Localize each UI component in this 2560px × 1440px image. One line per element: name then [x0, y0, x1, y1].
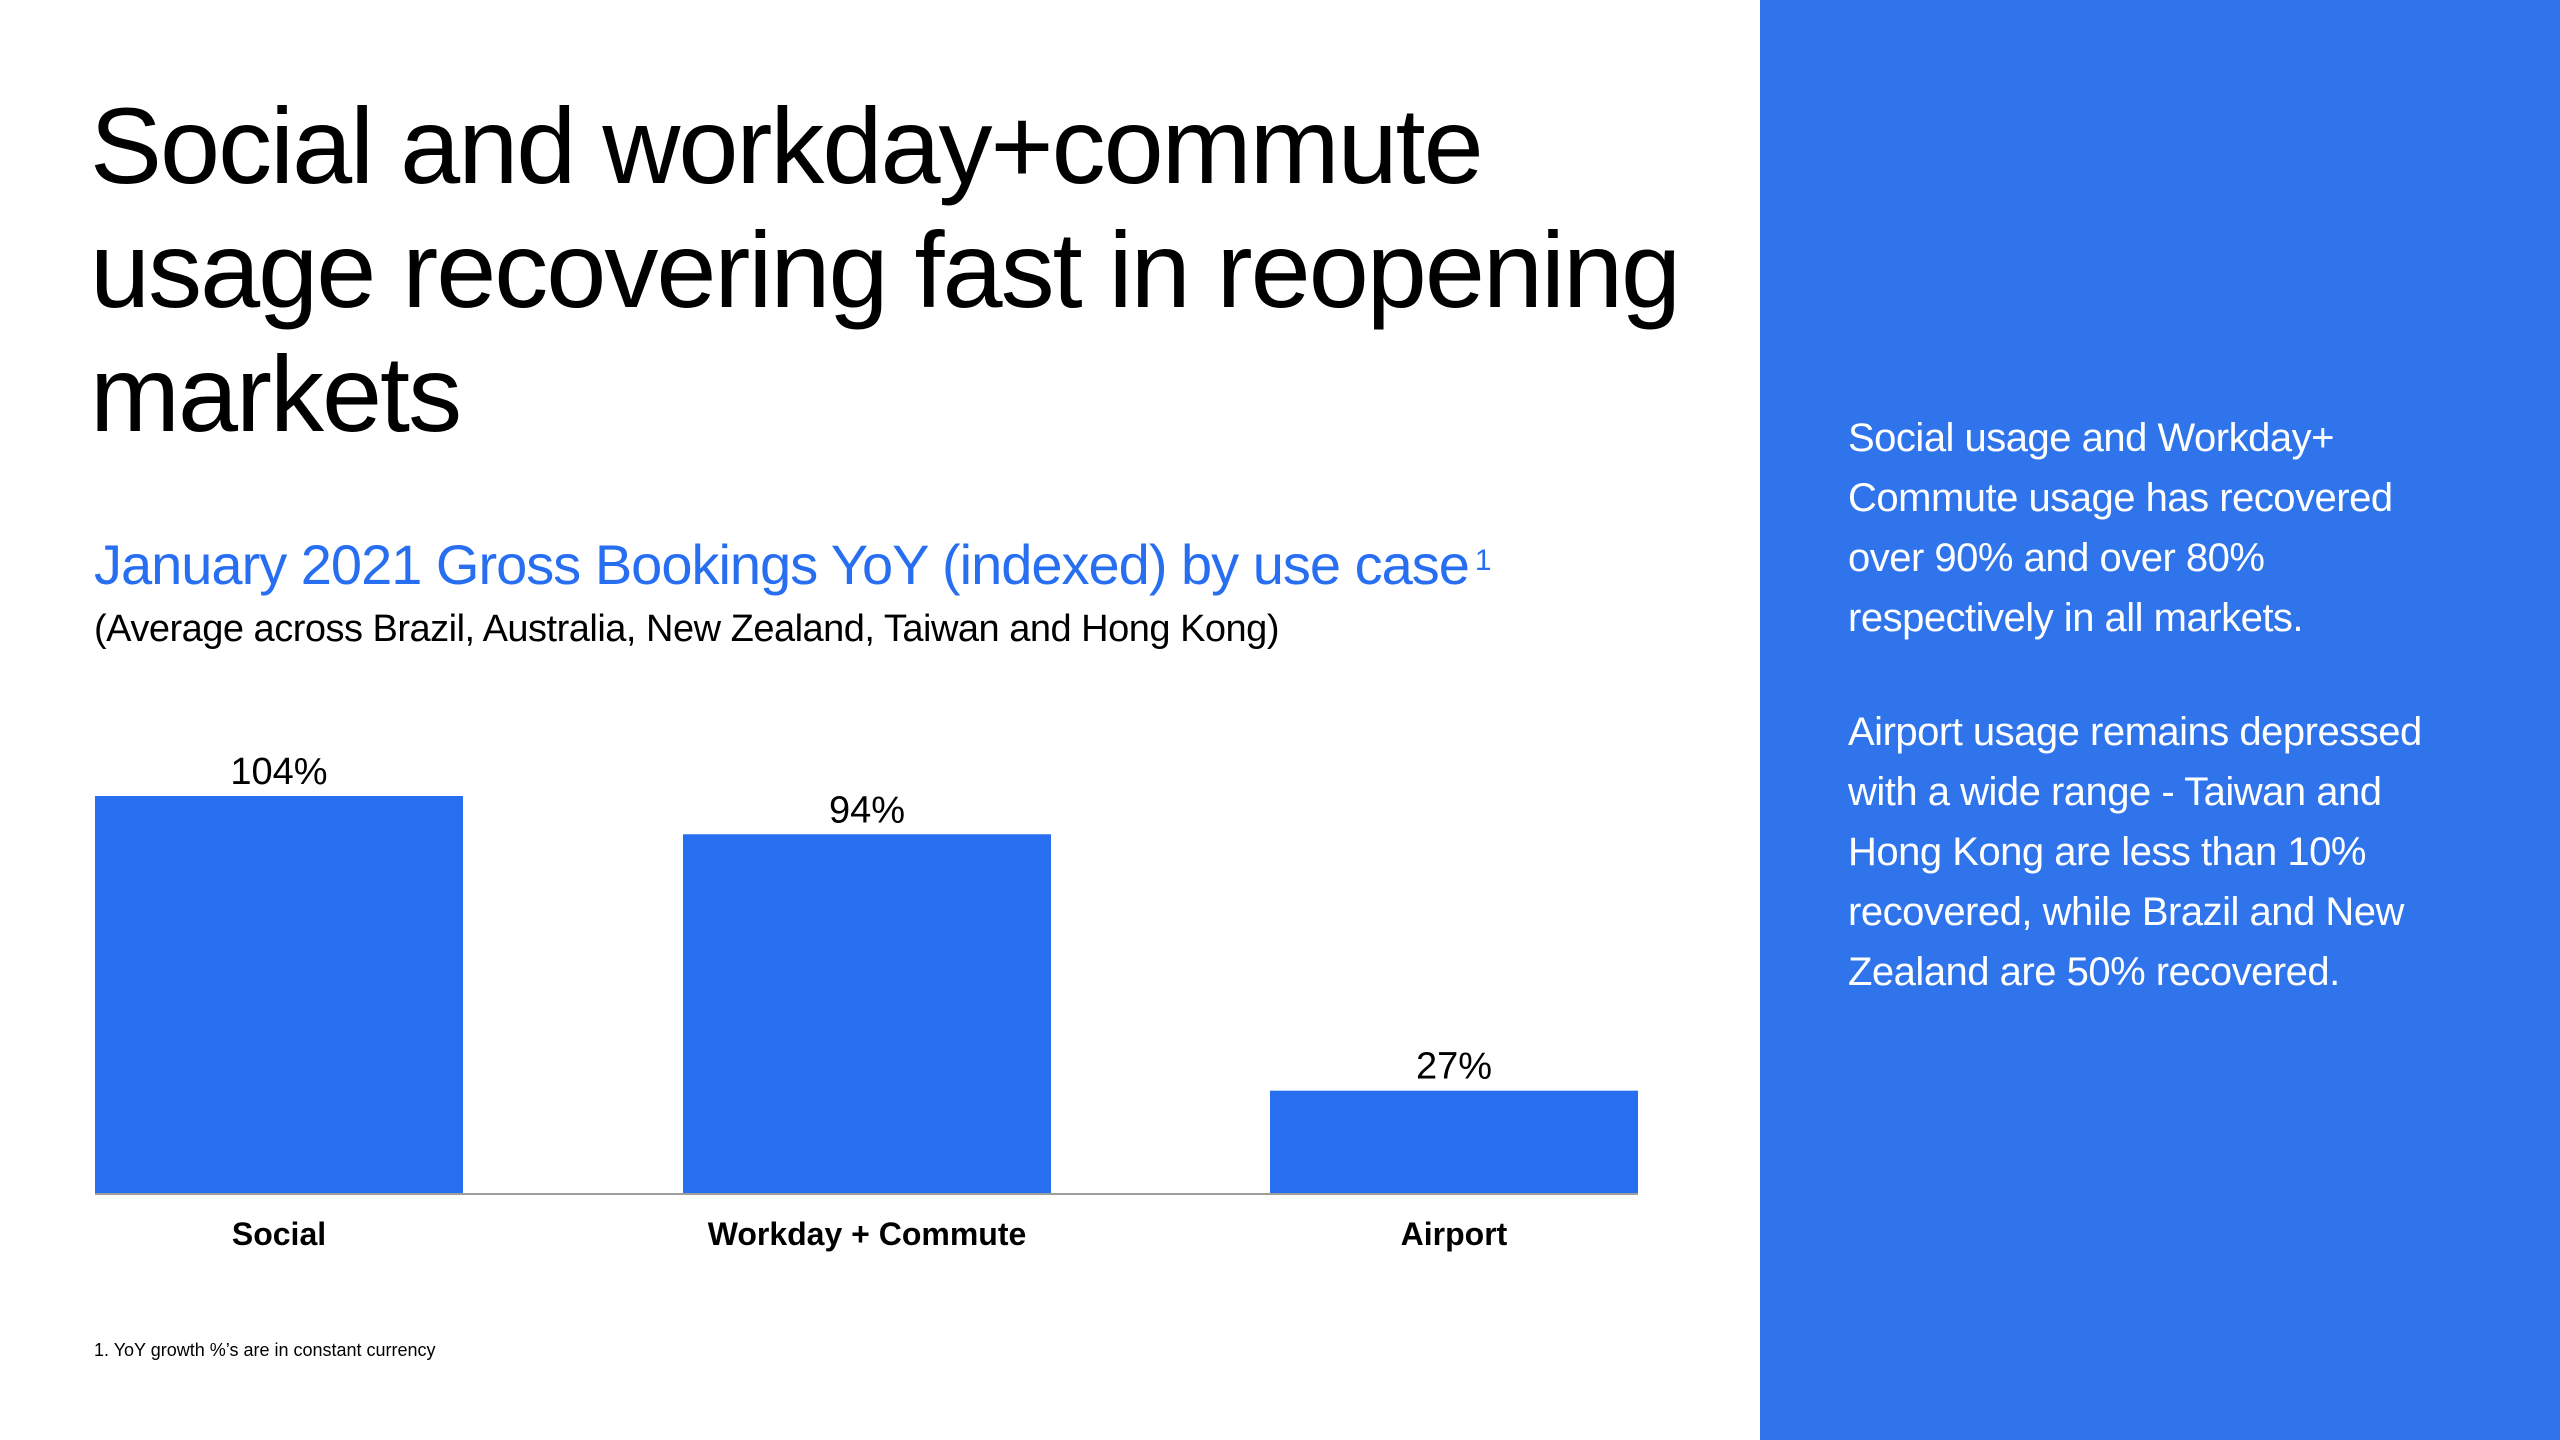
labels-group: 104% Social 94% Workday + Commute 27% Airport: [230, 751, 1507, 1252]
sidebar-panel: [1760, 0, 2560, 1440]
category-label: Social: [232, 1216, 326, 1252]
page-title: Social and workday+commute usage recover…: [90, 85, 1681, 454]
data-label: 104%: [230, 751, 327, 793]
sidebar-paragraph-1: Social usage and Workday+ Commute usage …: [1848, 416, 2393, 640]
content-panel: Social and workday+commute usage recover…: [90, 85, 1682, 1360]
bar-airport: [1270, 1090, 1638, 1194]
category-label: Airport: [1401, 1216, 1508, 1252]
data-label: 94%: [829, 789, 905, 831]
category-label: Workday + Commute: [708, 1216, 1027, 1252]
chart-title-text: January 2021 Gross Bookings YoY (indexed…: [94, 533, 1470, 596]
chart-title: January 2021 Gross Bookings YoY (indexed…: [94, 530, 1492, 600]
sidebar-paragraph-2: Airport usage remains depressed with a w…: [1848, 710, 2422, 994]
data-label: 27%: [1416, 1046, 1492, 1088]
bars-group: [95, 796, 1638, 1194]
bar-social: [95, 796, 463, 1194]
bar-workday-commute: [683, 834, 1051, 1194]
footnote: 1. YoY growth %’s are in constant curren…: [94, 1340, 436, 1360]
chart-subtitle: (Average across Brazil, Australia, New Z…: [94, 608, 1279, 650]
bar-chart: 104% Social 94% Workday + Commute 27% Airport: [95, 751, 1638, 1252]
footnote-marker: 1: [1474, 544, 1492, 577]
